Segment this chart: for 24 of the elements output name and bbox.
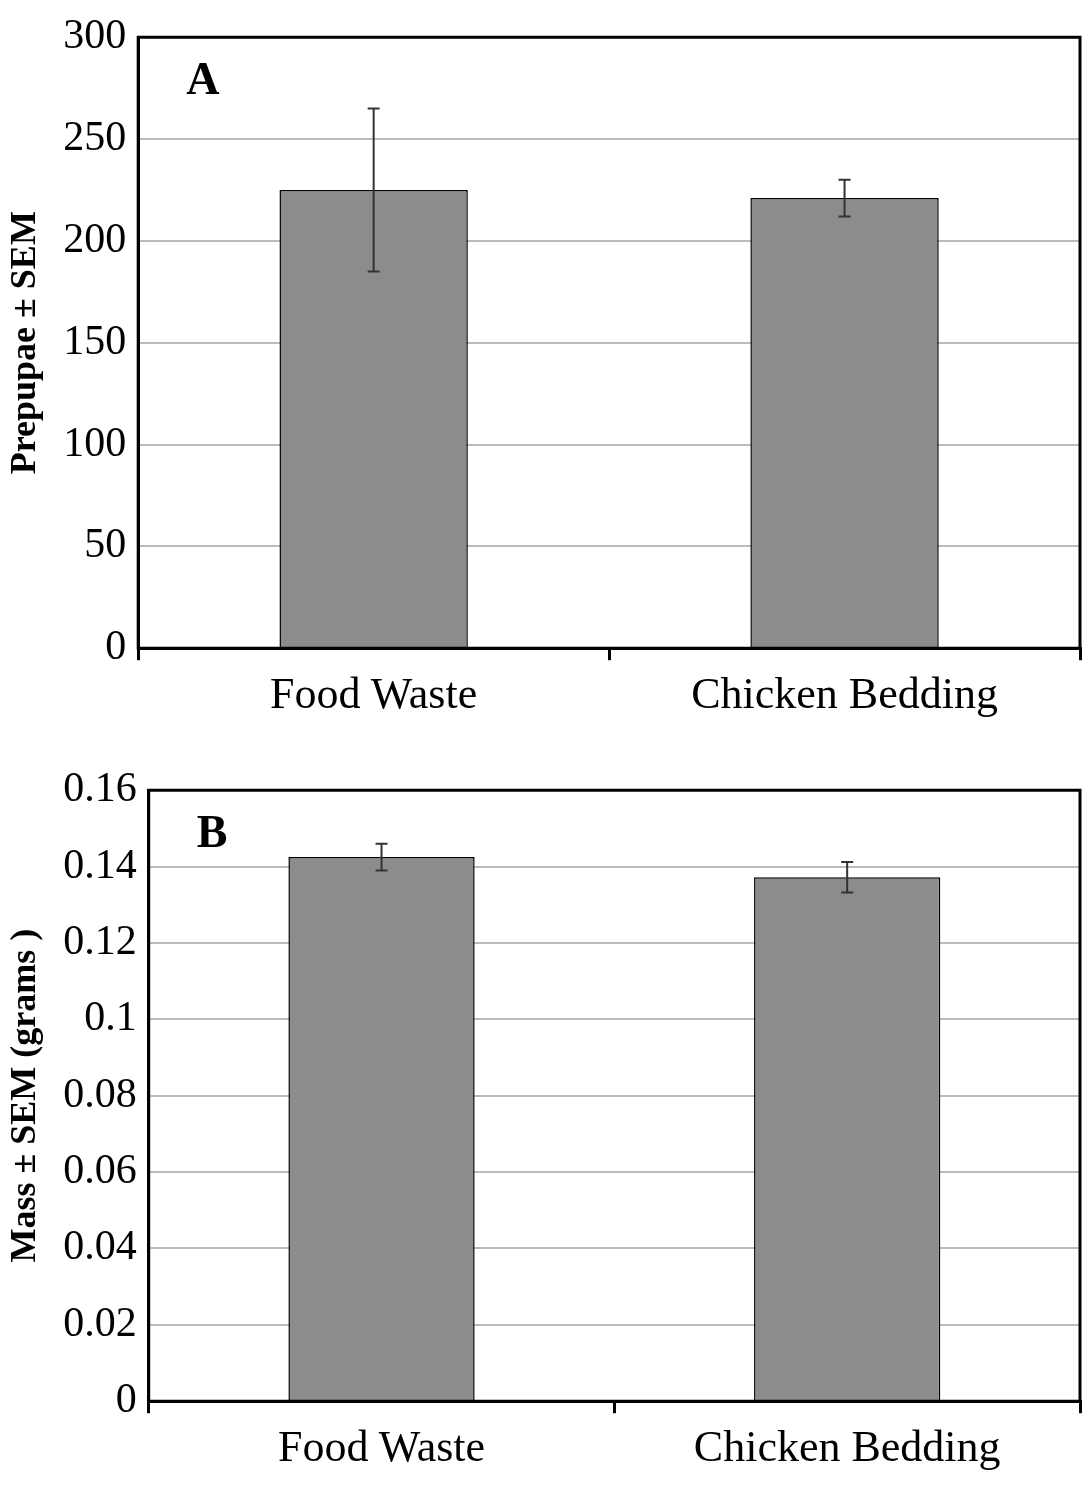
annotation: B bbox=[196, 806, 228, 858]
y-tick-label: 0 bbox=[105, 622, 127, 669]
y-axis-title: Mass ± SEM (grams ) bbox=[2, 928, 43, 1263]
x-tick-label: Chicken Bedding bbox=[693, 1422, 1001, 1472]
y-tick-label: 300 bbox=[63, 11, 127, 58]
y-tick-label: 0.12 bbox=[63, 916, 137, 963]
y-tick-label: 0.16 bbox=[63, 764, 137, 811]
y-tick-label: 0.04 bbox=[63, 1222, 137, 1269]
y-axis-title: Prepupae ± SEM bbox=[2, 211, 43, 475]
y-tick-label: 100 bbox=[63, 418, 127, 465]
y-tick-label: 0.08 bbox=[63, 1069, 137, 1116]
x-tick-label: Chicken Bedding bbox=[691, 669, 998, 719]
y-tick-label: 0 bbox=[115, 1375, 137, 1422]
y-tick-label: 250 bbox=[63, 113, 127, 160]
y-tick-label: 150 bbox=[63, 316, 127, 363]
y-tick-label: 0.02 bbox=[63, 1298, 137, 1345]
x-tick-label: Food Waste bbox=[270, 669, 478, 719]
x-tick-label: Food Waste bbox=[277, 1422, 486, 1472]
y-tick-label: 0.1 bbox=[84, 993, 137, 1040]
y-tick-label: 50 bbox=[84, 520, 127, 567]
y-tick-label: 200 bbox=[63, 214, 127, 261]
annotation: A bbox=[186, 53, 220, 105]
y-tick-label: 0.06 bbox=[63, 1146, 137, 1193]
y-tick-label: 0.14 bbox=[63, 840, 137, 887]
